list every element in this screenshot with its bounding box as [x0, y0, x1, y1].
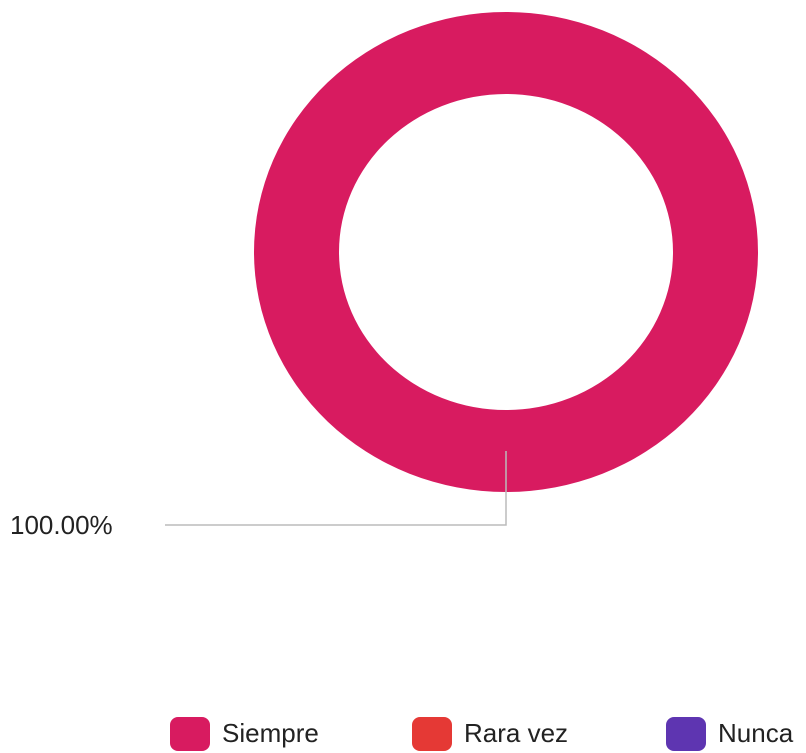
legend-label: Nunca [718, 718, 794, 748]
legend-swatch [412, 717, 452, 751]
legend-swatch [170, 717, 210, 751]
legend-label: Siempre [222, 718, 319, 748]
leader-line [165, 451, 507, 526]
value-label: 100.00% [10, 510, 113, 540]
legend-label: Rara vez [464, 718, 568, 748]
legend-swatch [666, 717, 706, 751]
donut-slice [254, 12, 758, 492]
